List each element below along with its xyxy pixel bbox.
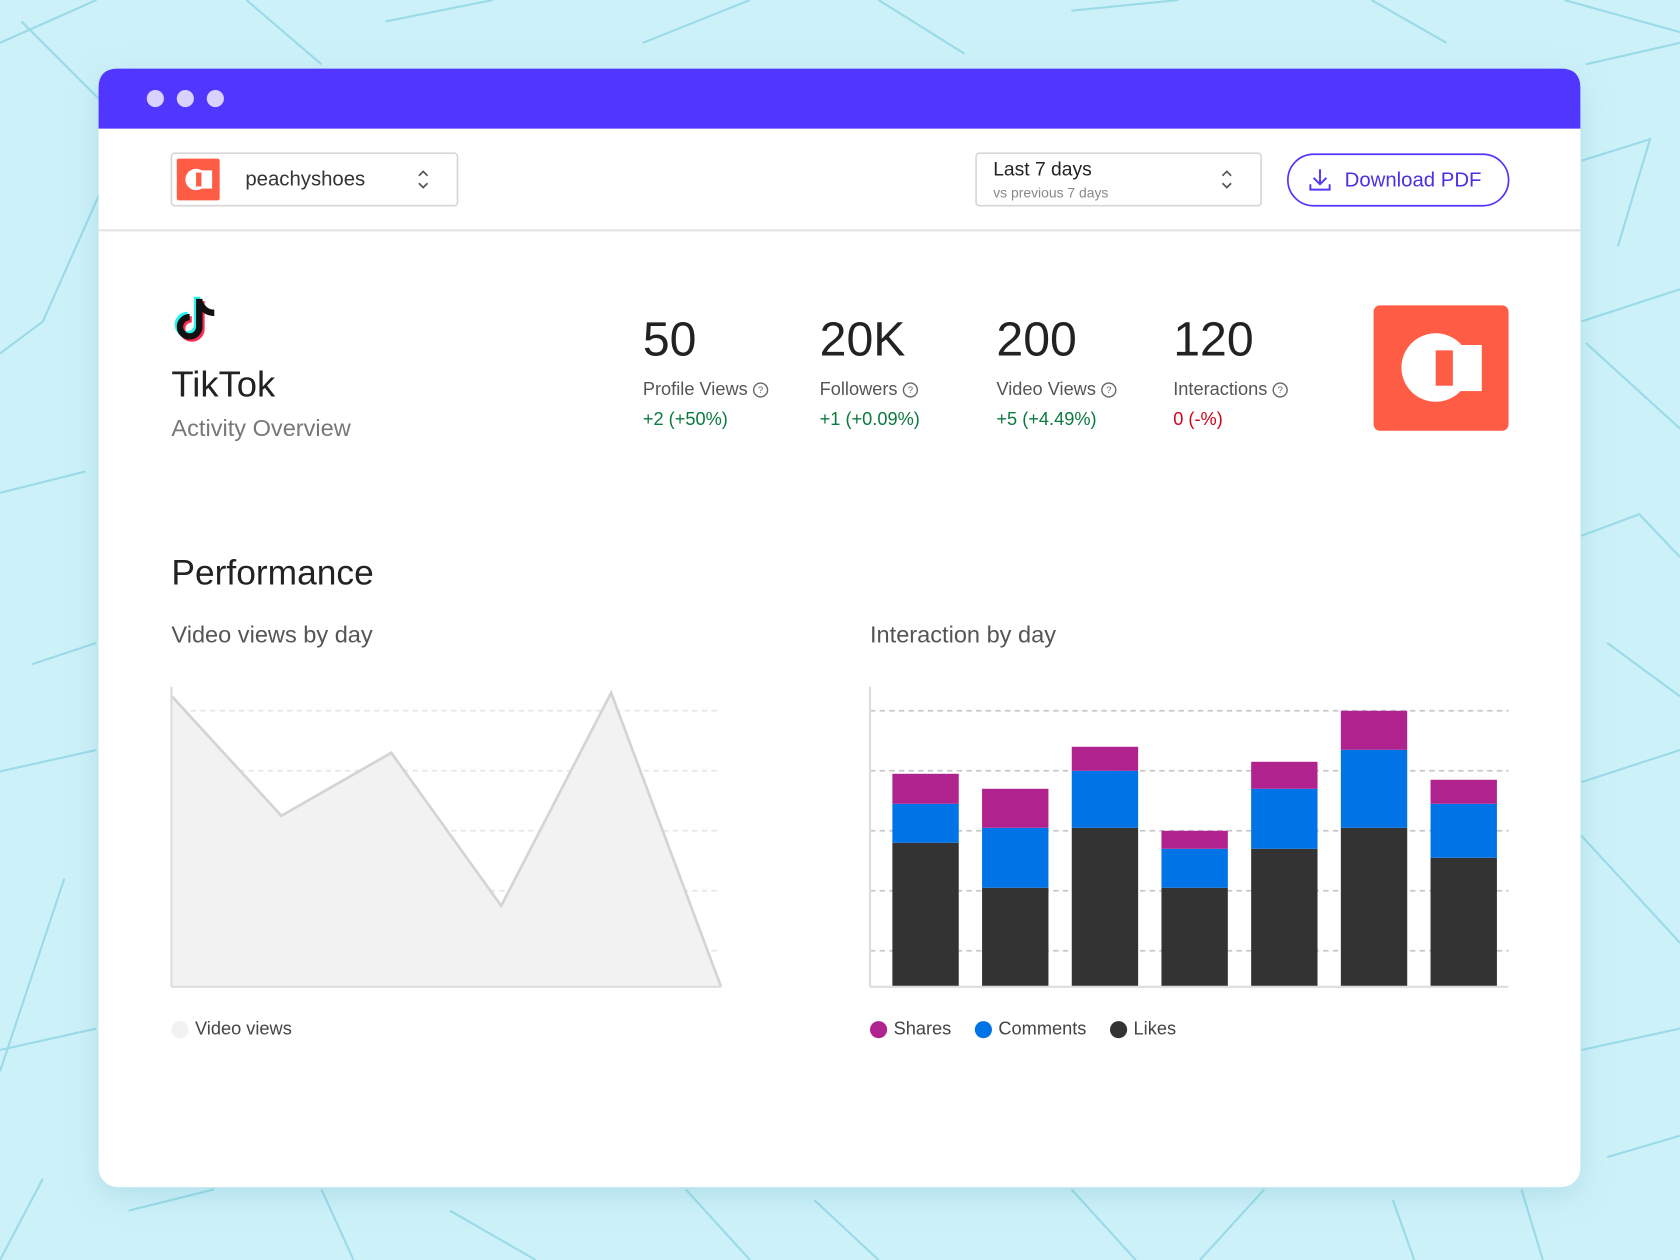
bar-segment (982, 788, 1049, 828)
legend-label: Shares (894, 1018, 952, 1038)
account-name: peachyshoes (245, 168, 365, 190)
period: Last 7 days (993, 159, 1092, 180)
bar-segment (1161, 848, 1228, 888)
area-line (170, 689, 723, 988)
bar-segment (982, 887, 1049, 987)
stat-change: +5 (+4.49%) (996, 409, 1096, 429)
charts: Video views by day Video views Interaction… (170, 622, 1509, 1039)
window-dot (206, 90, 224, 108)
bar-segment (1071, 827, 1139, 987)
bar-segment (1251, 761, 1318, 789)
chevron (418, 170, 429, 189)
download-icon (1309, 169, 1331, 191)
button-label[interactable]: Download PDF (1345, 169, 1482, 191)
stat-label: Followers (820, 379, 898, 399)
stat-value: 200 (996, 313, 1076, 367)
stat-label: Video Views (996, 379, 1096, 399)
help-icon-mark: ? (758, 385, 763, 396)
stat-change: +2 (+50%) (643, 409, 728, 429)
select-box[interactable] (170, 152, 459, 207)
chart-title: Video views by day (171, 622, 372, 648)
stats: 50 Profile Views ? +2 (+50%) 20K Followers ? +1… (643, 313, 1288, 429)
bar-segment (982, 827, 1049, 888)
stat-value: 50 (643, 313, 697, 367)
stat-change: +1 (+0.09%) (820, 409, 920, 429)
legend-label: Video views (195, 1018, 292, 1038)
button-outline[interactable] (1287, 153, 1510, 207)
download-button[interactable]: Download PDF (1287, 153, 1510, 207)
bar-segment (1340, 827, 1408, 987)
tiktok-icon (174, 296, 215, 342)
select-box[interactable] (975, 152, 1262, 207)
help-icon-mark: ? (1106, 385, 1111, 396)
stat-value: 20K (820, 313, 906, 367)
brand-tile (1373, 305, 1509, 431)
stat-label: Profile Views (643, 379, 748, 399)
legend-swatch (870, 1021, 888, 1039)
area-fill (171, 692, 722, 987)
help-icon (902, 382, 919, 398)
bar-segment (1161, 887, 1228, 987)
window-dot (146, 90, 164, 108)
bar-segment (1430, 779, 1497, 804)
bar-segment (892, 842, 959, 987)
help-icon (1272, 382, 1288, 398)
chevron (1221, 170, 1232, 189)
account-select[interactable]: peachyshoes (170, 152, 459, 207)
help-icon-mark: ? (908, 385, 913, 396)
bar-segment (1071, 770, 1139, 828)
bar-segment (1251, 848, 1318, 987)
bar-segment (1430, 803, 1497, 858)
platform-name: TikTok (171, 363, 276, 404)
bar-segment (1161, 830, 1228, 849)
stat-change: 0 (-%) (1173, 409, 1223, 429)
bar-segment (1340, 710, 1408, 750)
stat-value: 120 (1173, 313, 1253, 367)
section-title: Performance (171, 554, 373, 593)
bar-segment (892, 773, 959, 804)
bar-segment (1340, 749, 1408, 828)
help-icon (752, 382, 769, 398)
chart-title: Interaction by day (870, 622, 1056, 648)
help-icon (1101, 382, 1117, 398)
bar-segment (1430, 857, 1497, 987)
comparison: vs previous 7 days (993, 185, 1108, 201)
help-icon-mark: ? (1278, 385, 1283, 396)
legend-swatch (974, 1021, 992, 1039)
legend-label: Likes (1134, 1018, 1177, 1038)
bar-segment (892, 803, 959, 843)
title-bar (98, 68, 1581, 129)
platform-subtitle: Activity Overview (171, 415, 351, 441)
window-dot (176, 90, 194, 108)
period-select[interactable]: Last 7 days vs previous 7 days (975, 152, 1262, 207)
logo-shape (196, 172, 202, 187)
legend-label: Comments (998, 1018, 1086, 1038)
stat-label: Interactions (1173, 379, 1267, 399)
bar-segment (1071, 746, 1139, 771)
legend-swatch (171, 1021, 189, 1039)
bar-segment (1251, 788, 1318, 849)
legend-swatch (1109, 1021, 1128, 1039)
